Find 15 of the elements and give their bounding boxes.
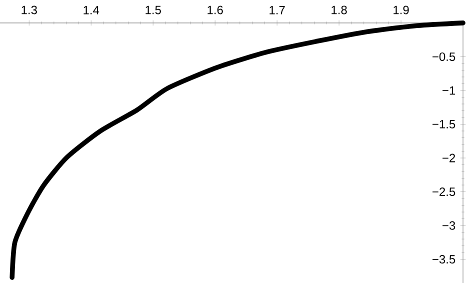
x-tick-label: 1.3	[22, 6, 37, 14]
line-series	[10, 20, 466, 280]
x-tick-label: 1.6	[208, 6, 223, 14]
y-tick-label: −2.5	[432, 188, 456, 196]
x-tick-label: 1.8	[332, 6, 347, 14]
y-tick-label: −3.5	[432, 255, 456, 264]
y-tick-label: −0.5	[432, 52, 456, 61]
y-tick-label: −3	[442, 221, 456, 230]
y-tick-label: −1	[442, 86, 456, 95]
y-tick-label: −1.5	[432, 120, 456, 128]
x-tick-label: 1.4	[84, 6, 100, 14]
x-tick-label: 1.5	[146, 6, 161, 14]
x-tick-label: 1.9	[394, 6, 409, 14]
y-tick-label: −2	[442, 154, 456, 162]
x-tick-label: 1.7	[270, 6, 285, 14]
